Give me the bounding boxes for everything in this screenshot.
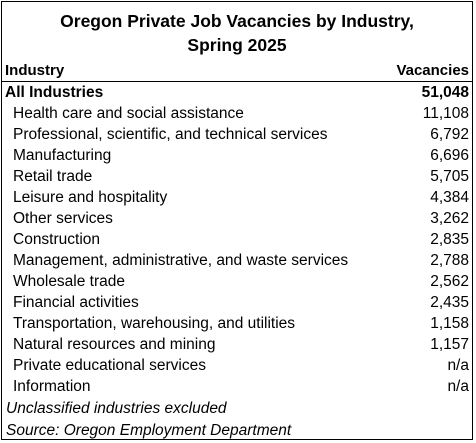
industry-cell: Leisure and hospitality <box>13 189 168 206</box>
industry-cell: Private educational services <box>13 357 206 374</box>
vacancies-cell: 1,157 <box>430 336 469 353</box>
vacancies-cell: 2,562 <box>430 273 469 290</box>
vacancies-cell: 2,835 <box>430 231 469 248</box>
table-row: Leisure and hospitality 4,384 <box>2 187 472 208</box>
vacancies-cell: 6,792 <box>430 126 469 143</box>
industry-cell: Retail trade <box>13 168 93 185</box>
vacancies-cell: n/a <box>447 378 469 395</box>
exclusion-note: Unclassified industries excluded <box>6 400 227 417</box>
industry-cell: Other services <box>13 210 113 227</box>
industry-cell: All Industries <box>5 84 104 101</box>
vacancies-cell: 1,158 <box>430 315 469 332</box>
vacancies-cell: 6,696 <box>430 147 469 164</box>
title-line-2: Spring 2025 <box>187 35 287 55</box>
table-row: Private educational services n/a <box>2 355 472 376</box>
title-line-1: Oregon Private Job Vacancies by Industry… <box>60 11 414 31</box>
industry-cell: Health care and social assistance <box>13 105 244 122</box>
table-row: Transportation, warehousing, and utiliti… <box>2 313 472 334</box>
vacancies-cell: 2,788 <box>430 252 469 269</box>
industry-cell: Manufacturing <box>13 147 112 164</box>
industry-cell: Information <box>13 378 91 395</box>
vacancies-cell: 11,108 <box>422 105 469 122</box>
industry-cell: Management, administrative, and waste se… <box>13 252 349 269</box>
table-body: All Industries 51,048 Health care and so… <box>2 82 472 397</box>
table-row: Wholesale trade 2,562 <box>2 271 472 292</box>
vacancies-cell: 2,435 <box>430 294 469 311</box>
vacancies-cell: 5,705 <box>430 168 469 185</box>
table-row: Health care and social assistance 11,108 <box>2 103 472 124</box>
vacancies-cell: 4,384 <box>430 189 469 206</box>
industry-cell: Wholesale trade <box>13 273 126 290</box>
industry-cell: Financial activities <box>13 294 139 311</box>
industry-cell: Natural resources and mining <box>13 336 216 353</box>
vacancies-cell: n/a <box>447 357 469 374</box>
table-header: Industry Vacancies <box>2 61 472 82</box>
table-row: Manufacturing 6,696 <box>2 145 472 166</box>
vacancies-cell: 3,262 <box>430 210 469 227</box>
table-row: Financial activities 2,435 <box>2 292 472 313</box>
table-row: Retail trade 5,705 <box>2 166 472 187</box>
source-note: Source: Oregon Employment Department <box>6 422 292 439</box>
table-title: Oregon Private Job Vacancies by Industry… <box>2 9 472 57</box>
table-row: Construction 2,835 <box>2 229 472 250</box>
table-row: Professional, scientific, and technical … <box>2 124 472 145</box>
table-row: Natural resources and mining 1,157 <box>2 334 472 355</box>
table-notes: Unclassified industries excluded Source:… <box>6 398 291 442</box>
industry-cell: Transportation, warehousing, and utiliti… <box>13 315 296 332</box>
table-row: Other services 3,262 <box>2 208 472 229</box>
table-row-total: All Industries 51,048 <box>2 82 472 103</box>
column-header-vacancies: Vacancies <box>396 62 469 79</box>
industry-cell: Professional, scientific, and technical … <box>13 126 328 143</box>
column-header-industry: Industry <box>5 62 65 79</box>
table-row: Information n/a <box>2 376 472 397</box>
vacancies-cell: 51,048 <box>421 84 469 101</box>
table-row: Management, administrative, and waste se… <box>2 250 472 271</box>
industry-cell: Construction <box>13 231 101 248</box>
